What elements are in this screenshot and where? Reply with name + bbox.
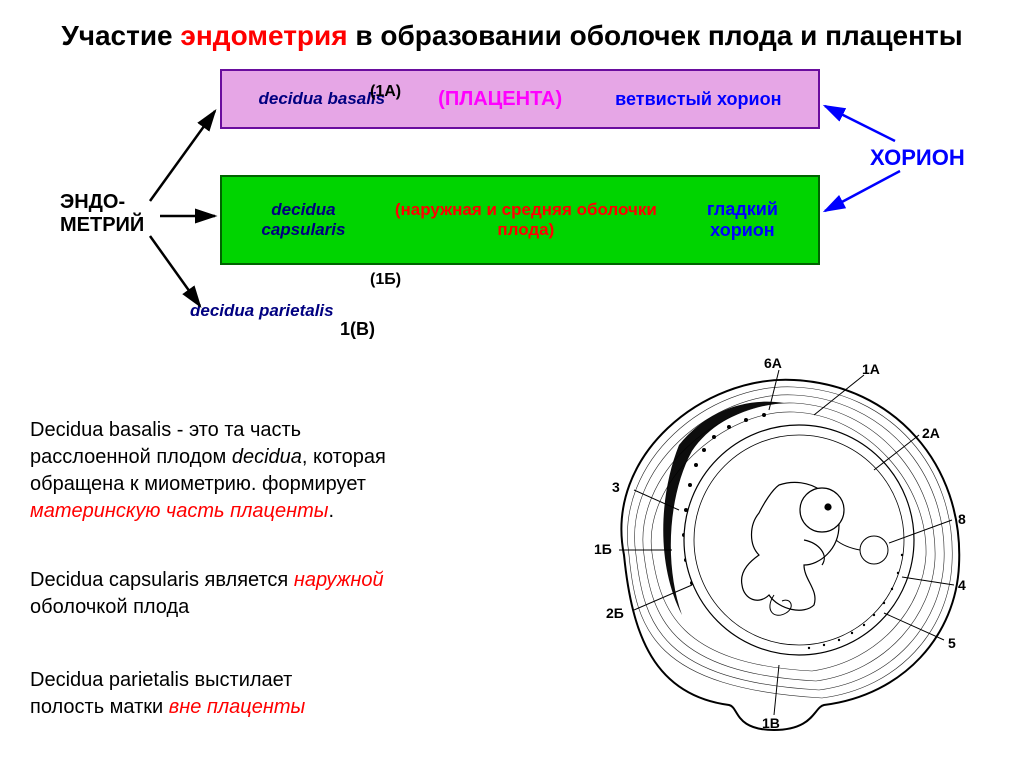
- p1-end: .: [328, 500, 334, 522]
- decidua-basalis-label: decidua basalis: [259, 89, 386, 109]
- membrane-box: decidua capsularis (наружная и средняя о…: [220, 175, 820, 265]
- paragraph-basalis: Decidua basalis - это та часть расслоенн…: [30, 390, 530, 525]
- em-label-1a: 1А: [862, 361, 880, 377]
- tag-1b: (1Б): [370, 271, 401, 289]
- p2-post: оболочкой плода: [30, 596, 189, 618]
- endometrium-label: ЭНДО- МЕТРИЙ: [60, 191, 144, 237]
- tag-1v: 1(В): [340, 319, 375, 340]
- p3-red: вне плаценты: [169, 696, 305, 718]
- page-title: Участие эндометрия в образовании оболоче…: [0, 0, 1024, 61]
- title-highlight: эндометрия: [180, 20, 347, 51]
- em-label-1v: 1В: [762, 715, 780, 731]
- placenta-box: decidua basalis (ПЛАЦЕНТА) ветвистый хор…: [220, 69, 820, 129]
- chorion-label: ХОРИОН: [870, 145, 965, 171]
- p1-red: материнскую часть плаценты: [30, 500, 328, 522]
- tag-1a: (1А): [370, 83, 401, 101]
- em-label-4: 4: [958, 577, 966, 593]
- em-label-2b: 2Б: [606, 605, 624, 621]
- flow-diagram: decidua basalis (ПЛАЦЕНТА) ветвистый хор…: [0, 61, 1024, 361]
- vetvistyi-chorion-label: ветвистый хорион: [615, 89, 781, 110]
- title-post: в образовании оболочек плода и плаценты: [348, 20, 963, 51]
- em-label-5: 5: [948, 635, 956, 651]
- outer-membrane-label: (наружная и средняя оболочки плода): [375, 200, 677, 240]
- gladkiy-chorion-label: гладкий хорион: [677, 199, 808, 241]
- decidua-parietalis-label: decidua parietalis: [190, 301, 334, 321]
- placenta-label: (ПЛАЦЕНТА): [438, 88, 562, 111]
- paragraph-capsularis: Decidua capsularis является наружной обо…: [30, 540, 530, 621]
- embryo-diagram: 3 1Б 2Б 6А 1А 2А 8 4 5 1В: [564, 355, 994, 735]
- paragraph-parietalis: Decidua parietalis выстилает полость мат…: [30, 640, 530, 721]
- title-pre: Участие: [61, 20, 180, 51]
- em-label-6a: 6А: [764, 355, 782, 371]
- p2-red: наружной: [294, 569, 384, 591]
- em-label-1b: 1Б: [594, 541, 612, 557]
- decidua-capsularis-label: decidua capsularis: [232, 200, 375, 240]
- em-label-2a: 2А: [922, 425, 940, 441]
- p1-ital: decidua: [232, 446, 302, 468]
- em-label-8: 8: [958, 511, 966, 527]
- em-label-3: 3: [612, 479, 620, 495]
- p2-pre: Decidua capsularis является: [30, 569, 294, 591]
